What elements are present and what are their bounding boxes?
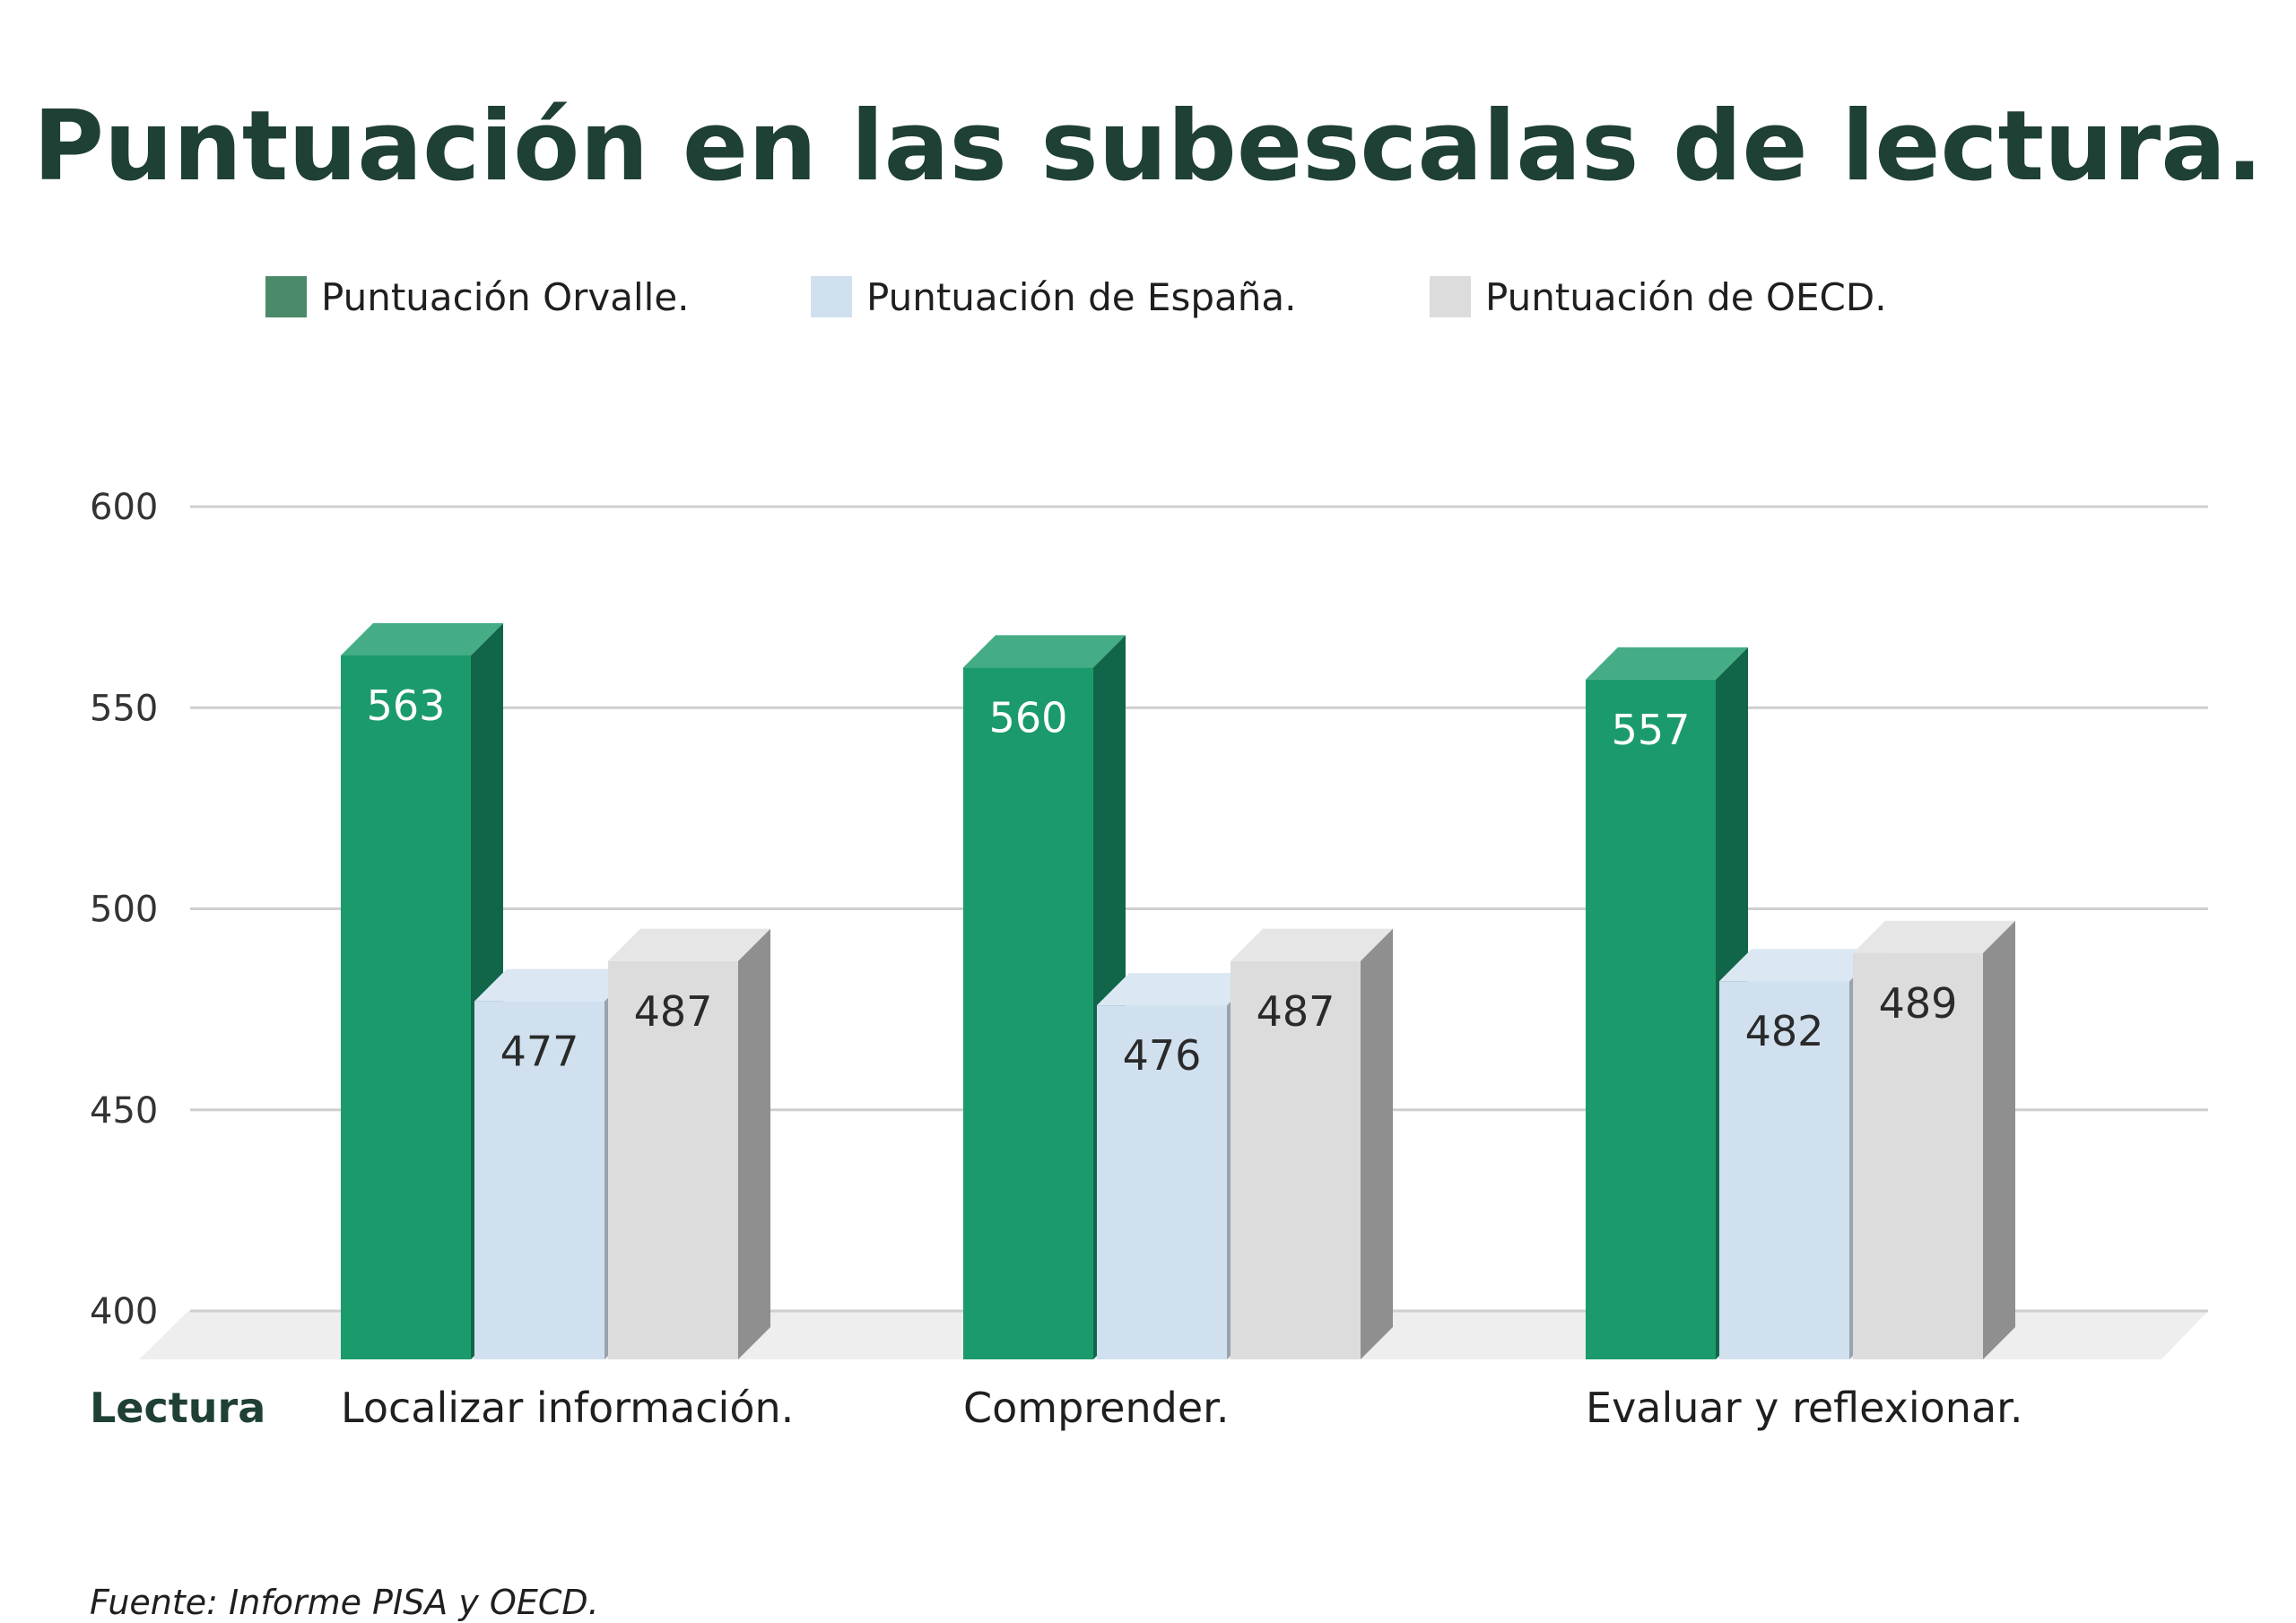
bar-front (1853, 952, 1983, 1359)
legend-swatch-1 (265, 276, 307, 317)
bar-front (474, 1001, 604, 1359)
bar-value-label: 560 (989, 693, 1068, 742)
bar-front (608, 960, 738, 1359)
bar-puntuacion-de-oecd-comprender (1231, 928, 1393, 1359)
category-label: Evaluar y reflexionar. (1586, 1384, 2022, 1432)
legend-swatch-2 (811, 276, 852, 317)
chart-title: Puntuación en las subescalas de lectura. (33, 91, 2263, 203)
bar-side (1983, 920, 2015, 1359)
bar-front (1586, 679, 1716, 1359)
x-axis-label: Lectura (90, 1384, 265, 1432)
bar-top (1719, 949, 1882, 982)
bar-top (608, 928, 770, 961)
bar-top (1586, 647, 1748, 680)
legend-entry-2: Puntuación de España. (866, 275, 1296, 319)
bar-value-label: 557 (1612, 706, 1691, 754)
legend-entry-3: Puntuación de OECD. (1485, 275, 1887, 319)
y-tick-label: 450 (90, 1090, 158, 1132)
bar-front (1097, 1005, 1227, 1359)
bar-top (341, 622, 503, 655)
bar-side (738, 928, 770, 1359)
bar-top (1097, 973, 1259, 1006)
legend-entry-1: Puntuación Orvalle. (321, 275, 690, 319)
bar-value-label: 487 (1257, 987, 1335, 1036)
bar-front (341, 655, 471, 1359)
y-tick-label: 400 (90, 1291, 158, 1332)
bar-front (1231, 960, 1361, 1359)
category-label: Comprender. (963, 1384, 1229, 1432)
bar-value-label: 563 (367, 681, 446, 730)
bar-puntuacion-de-oecd-localizar-informacion (608, 928, 770, 1359)
bar-top (1231, 928, 1393, 961)
bar-value-label: 489 (1879, 979, 1958, 1028)
category-label: Localizar información. (341, 1384, 794, 1432)
y-tick-label: 550 (90, 688, 158, 729)
bar-front (963, 667, 1093, 1359)
bar-value-label: 487 (634, 987, 713, 1036)
y-tick-label: 600 (90, 487, 158, 528)
bar-top (1853, 920, 2015, 953)
bar-puntuacion-de-oecd-evaluar-y-reflexionar (1853, 920, 2015, 1359)
bars (341, 622, 2015, 1359)
bar-front (1719, 981, 1849, 1359)
legend-swatch-3 (1430, 276, 1471, 317)
source-note: Fuente: Informe PISA y OECD. (90, 1583, 599, 1622)
legend: Puntuación Orvalle. Puntuación de España.… (265, 275, 1887, 319)
bar-side (1361, 928, 1393, 1359)
bar-value-label: 477 (500, 1028, 579, 1076)
category-labels: Localizar información. Comprender. Evaluar… (341, 1384, 2022, 1432)
y-tick-label: 500 (90, 890, 158, 931)
bar-value-label: 476 (1123, 1031, 1202, 1080)
bar-top (963, 635, 1126, 668)
bar-top (474, 968, 637, 1002)
bar-labels: 563 477 487 560 476 487 557 482 489 (367, 681, 1958, 1080)
bar-value-label: 482 (1745, 1007, 1824, 1055)
